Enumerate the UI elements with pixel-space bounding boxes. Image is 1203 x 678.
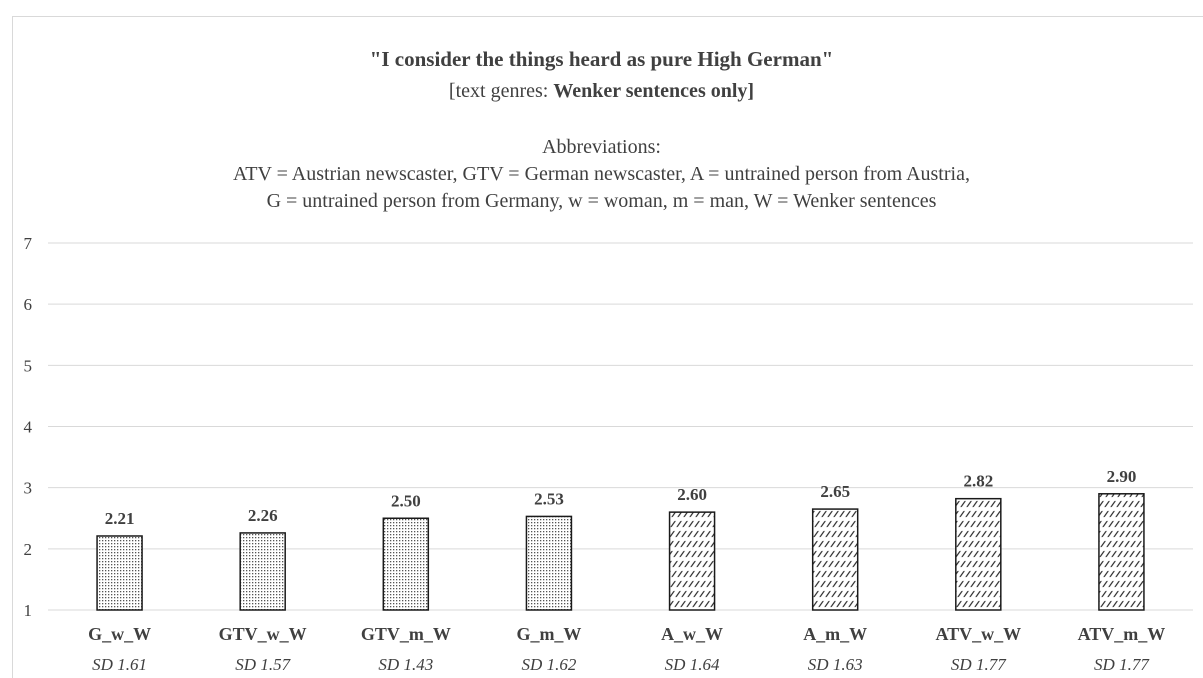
y-tick-label: 4 bbox=[24, 418, 33, 437]
category-label: GTV_m_W bbox=[361, 624, 451, 644]
y-tick-label: 6 bbox=[24, 295, 33, 314]
data-label: 2.82 bbox=[963, 472, 993, 491]
chart-subtitle: [text genres: Wenker sentences only] bbox=[0, 80, 1203, 103]
data-label: 2.90 bbox=[1107, 467, 1137, 486]
y-tick-label: 2 bbox=[24, 540, 33, 559]
data-label: 2.53 bbox=[534, 489, 564, 508]
subtitle-prefix: [text genres: bbox=[448, 80, 554, 102]
sd-label: SD 1.64 bbox=[665, 655, 720, 674]
bars bbox=[96, 493, 1145, 611]
bar bbox=[668, 511, 716, 611]
y-tick-label: 1 bbox=[24, 601, 33, 620]
abbreviations-line-1: ATV = Austrian newscaster, GTV = German … bbox=[233, 163, 970, 185]
bar bbox=[239, 532, 286, 611]
data-label: 2.60 bbox=[677, 485, 707, 504]
data-label: 2.50 bbox=[391, 491, 421, 510]
category-label: ATV_w_W bbox=[935, 624, 1021, 644]
bar bbox=[1098, 493, 1145, 611]
y-tick-label: 3 bbox=[24, 479, 33, 498]
abbreviations-heading: Abbreviations: bbox=[542, 136, 661, 158]
chart-frame bbox=[12, 16, 1203, 678]
category-label: G_w_W bbox=[88, 624, 151, 644]
bar bbox=[955, 497, 1002, 611]
bar bbox=[96, 535, 143, 611]
y-axis-ticks: 1 2 3 4 5 6 7 bbox=[24, 234, 33, 620]
sd-label: SD 1.57 bbox=[235, 655, 291, 674]
abbreviations-line-2: G = untrained person from Germany, w = w… bbox=[266, 190, 937, 212]
sd-label: SD 1.62 bbox=[522, 655, 577, 674]
subtitle-bold: Wenker sentences only] bbox=[553, 80, 755, 102]
sd-label: SD 1.63 bbox=[808, 655, 863, 674]
sd-label: SD 1.43 bbox=[378, 655, 433, 674]
category-label: ATV_m_W bbox=[1078, 624, 1166, 644]
category-label: A_m_W bbox=[803, 624, 867, 644]
y-tick-label: 5 bbox=[24, 356, 33, 375]
bar-labels: 2.21 G_w_W SD 1.61 2.26 GTV_w_W SD 1.57 2.50 GT… bbox=[88, 467, 1165, 674]
sd-label: SD 1.77 bbox=[951, 655, 1007, 674]
y-tick-label: 7 bbox=[24, 234, 33, 253]
data-label: 2.21 bbox=[105, 509, 135, 528]
bar bbox=[382, 517, 430, 611]
category-label: G_m_W bbox=[516, 624, 581, 644]
sd-label: SD 1.77 bbox=[1094, 655, 1150, 674]
category-label: A_w_W bbox=[661, 624, 723, 644]
category-label: GTV_w_W bbox=[219, 624, 307, 644]
sd-label: SD 1.61 bbox=[92, 655, 147, 674]
data-label: 2.26 bbox=[248, 506, 278, 525]
bar bbox=[525, 515, 573, 611]
bar bbox=[811, 508, 859, 611]
data-label: 2.65 bbox=[820, 482, 850, 501]
chart-title: "I consider the things heard as pure Hig… bbox=[369, 47, 834, 71]
gridlines bbox=[48, 242, 1193, 611]
